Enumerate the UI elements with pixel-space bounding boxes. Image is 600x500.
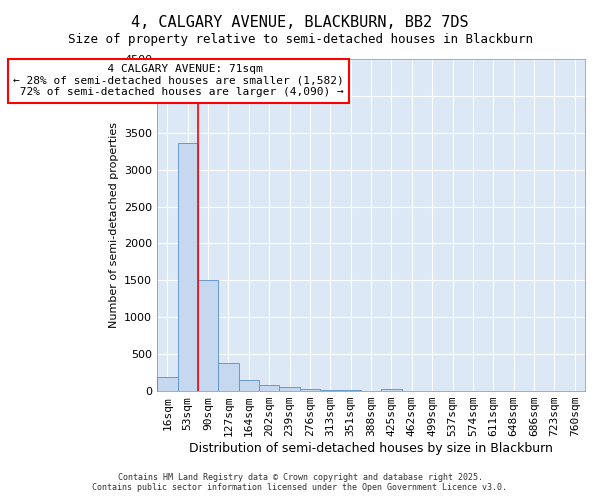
Bar: [178, 143, 198, 391]
Bar: [300, 389, 320, 391]
Bar: [198, 280, 218, 391]
Bar: [280, 388, 300, 391]
Bar: [381, 389, 401, 391]
Bar: [157, 378, 178, 391]
Text: 4, CALGARY AVENUE, BLACKBURN, BB2 7DS: 4, CALGARY AVENUE, BLACKBURN, BB2 7DS: [131, 15, 469, 30]
Text: 4 CALGARY AVENUE: 71sqm
← 28% of semi-detached houses are smaller (1,582)
 72% o: 4 CALGARY AVENUE: 71sqm ← 28% of semi-de…: [13, 64, 344, 98]
Text: Size of property relative to semi-detached houses in Blackburn: Size of property relative to semi-detach…: [67, 32, 533, 46]
Bar: [259, 385, 280, 391]
X-axis label: Distribution of semi-detached houses by size in Blackburn: Distribution of semi-detached houses by …: [189, 442, 553, 455]
Bar: [341, 390, 361, 391]
Y-axis label: Number of semi-detached properties: Number of semi-detached properties: [109, 122, 119, 328]
Bar: [239, 380, 259, 391]
Text: Contains HM Land Registry data © Crown copyright and database right 2025.
Contai: Contains HM Land Registry data © Crown c…: [92, 473, 508, 492]
Bar: [320, 390, 341, 391]
Bar: [218, 363, 239, 391]
